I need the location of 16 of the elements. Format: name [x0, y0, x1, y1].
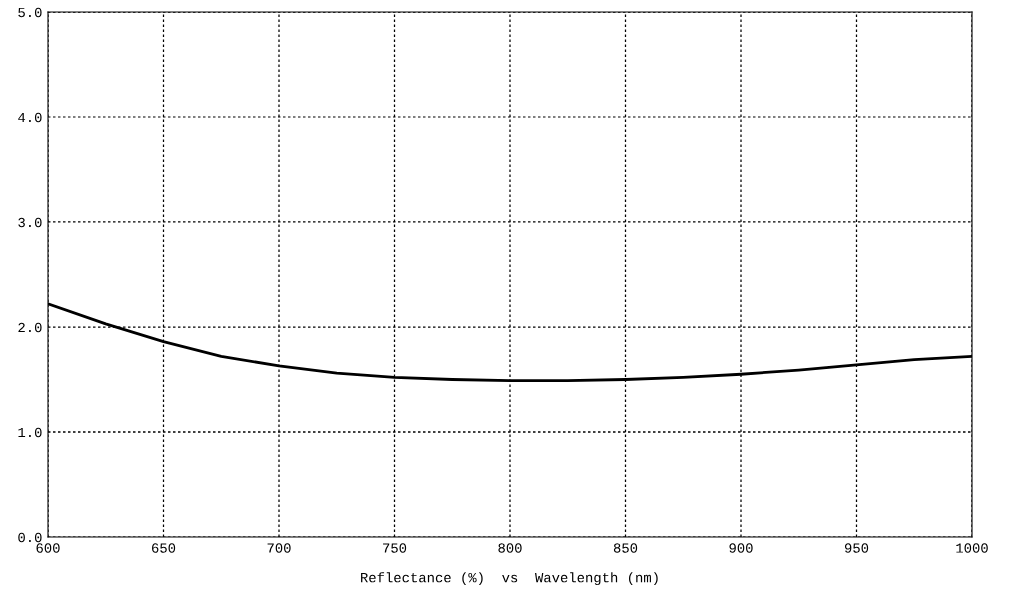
- x-tick-label: 750: [383, 543, 407, 553]
- y-tick-label: 0.0: [18, 532, 42, 543]
- x-tick-label: 900: [729, 543, 753, 553]
- x-tick-label: 700: [267, 543, 291, 553]
- x-tick-label: 950: [844, 543, 869, 553]
- y-tick-label: 2.0: [18, 322, 42, 333]
- x-tick-label: 650: [152, 543, 176, 553]
- y-tick-label: 1.0: [18, 427, 42, 438]
- x-axis-title: Reflectance (%) vs Wavelength (nm): [361, 572, 658, 586]
- y-tick-label: 5.0: [18, 7, 42, 18]
- y-tick-label: 3.0: [18, 217, 42, 228]
- x-tick-label: 600: [36, 543, 60, 553]
- y-tick-label: 4.0: [18, 112, 42, 123]
- x-tick-label: 850: [613, 543, 638, 553]
- x-tick-label: 1000: [956, 543, 988, 553]
- x-tick-label: 800: [498, 543, 522, 553]
